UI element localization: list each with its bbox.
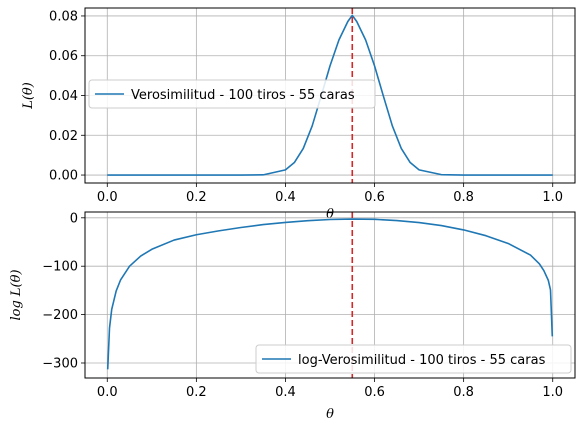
bottom-legend-box <box>255 344 572 374</box>
bottom-y-tick-label: −100 <box>42 260 78 275</box>
top-legend-box <box>88 79 376 109</box>
bottom-x-tick-label: 0.2 <box>186 385 207 400</box>
top-y-tick-label: 0.04 <box>49 89 78 104</box>
top-x-axis-label: θ <box>326 207 334 222</box>
bottom-axes-frame <box>84 211 576 379</box>
bottom-y-axis-label: log L(θ) <box>9 269 24 320</box>
top-y-axis-label: L(θ) <box>21 82 36 110</box>
top-legend-label: Verosimilitud - 100 tiros - 55 caras <box>131 88 355 103</box>
bottom-legend: log-Verosimilitud - 100 tiros - 55 caras <box>255 344 572 374</box>
top-y-ticks: 0.00 0.02 0.04 0.06 0.08 <box>49 9 85 184</box>
top-plot: 0.0 0.2 0.4 0.6 0.8 1.0 0.000.020.040.060.08 … <box>21 7 576 222</box>
top-x-tick-label: 0.4 <box>275 190 296 205</box>
top-x-tick-label: 0.2 <box>186 190 207 205</box>
bottom-x-ticks: 0.0 0.2 0.4 0.6 0.8 1.0 <box>97 378 563 400</box>
top-series <box>107 14 553 176</box>
bottom-series <box>106 218 554 370</box>
top-y-tick-label: 0.08 <box>49 9 78 24</box>
top-x-ticks: 0.0 0.2 0.4 0.6 0.8 1.0 <box>97 183 563 205</box>
bottom-x-tick-label: 0.4 <box>275 385 296 400</box>
bottom-y-tick-label: 0 <box>70 211 78 226</box>
top-x-tick-label: 0.0 <box>97 190 118 205</box>
bottom-y-tick-label: −300 <box>42 356 78 371</box>
top-x-tick-label: 1.0 <box>542 190 563 205</box>
top-y-tick-label: 0.02 <box>49 129 78 144</box>
bottom-plot: 0.0 0.2 0.4 0.6 0.8 1.0 −300 −200 −100 0 log L(θ… <box>9 211 576 422</box>
top-y-tick-label: 0.06 <box>49 49 78 64</box>
bottom-y-tick-label: −200 <box>42 308 78 323</box>
bottom-y-ticks: −300 −200 −100 0 <box>42 211 85 371</box>
top-legend: Verosimilitud - 100 tiros - 55 caras <box>88 79 376 109</box>
bottom-x-tick-label: 0.6 <box>364 385 385 400</box>
top-y-tick-label: 0.00 <box>49 169 78 184</box>
bottom-series-line <box>106 218 554 370</box>
bottom-x-tick-label: 1.0 <box>542 385 563 400</box>
top-series-line <box>107 14 553 176</box>
bottom-x-tick-label: 0.0 <box>97 385 118 400</box>
top-x-tick-label: 0.6 <box>364 190 385 205</box>
bottom-x-axis-label: θ <box>326 407 334 422</box>
top-x-tick-label: 0.8 <box>453 190 474 205</box>
bottom-legend-label: log-Verosimilitud - 100 tiros - 55 caras <box>298 353 546 368</box>
bottom-x-tick-label: 0.8 <box>453 385 474 400</box>
